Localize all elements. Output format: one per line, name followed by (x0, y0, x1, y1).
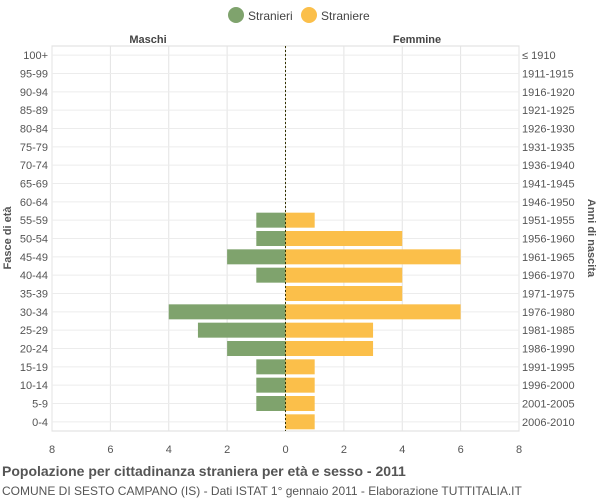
birth-year-label: 1976-1980 (522, 307, 575, 319)
age-group-label: 10-14 (20, 380, 48, 392)
age-group-labels: 100+ 95-99 90-94 85-89 80-84 75-79 70-74 65-69 6… (20, 50, 48, 429)
x-tick-label: 6 (458, 444, 464, 456)
x-tick-label: 2 (224, 444, 230, 456)
x-axis-ticks: 8 6 4 2 0 2 4 6 8 (49, 444, 522, 456)
age-group-label: 30-34 (20, 307, 48, 319)
birth-year-label: 1996-2000 (522, 380, 575, 392)
birth-year-label: 1986-1990 (522, 344, 575, 356)
y-axis-title-left: Fasce di età (2, 206, 14, 270)
x-tick-label: 0 (282, 444, 288, 456)
bar-male-15-19 (256, 359, 286, 375)
bar-male-10-14 (256, 377, 286, 393)
bar-male-30-34 (168, 304, 286, 320)
bar-female-55-59 (285, 212, 315, 228)
legend: Stranieri Straniere (228, 7, 370, 23)
bar-female-45-49 (285, 249, 461, 265)
bar-female-40-44 (285, 267, 403, 283)
age-group-label: 80-84 (20, 124, 48, 136)
birth-year-label: 1971-1975 (522, 289, 575, 301)
females-header: Femmine (393, 34, 441, 46)
bar-male-40-44 (256, 267, 286, 283)
chart-title: Popolazione per cittadinanza straniera p… (2, 463, 406, 479)
birth-year-label: 1966-1970 (522, 270, 575, 282)
y-axis-title-right: Anni di nascita (585, 199, 597, 278)
birth-year-label: 1936-1940 (522, 160, 575, 172)
birth-year-label: 1946-1950 (522, 197, 575, 209)
bar-female-20-24 (285, 341, 374, 356)
males-header: Maschi (129, 34, 166, 46)
birth-year-label: 1991-1995 (522, 362, 575, 374)
x-tick-label: 8 (516, 444, 522, 456)
age-group-label: 25-29 (20, 325, 48, 337)
birth-year-label: 1911-1915 (522, 69, 574, 81)
birth-year-labels: ≤ 1910 1911-1915 1916-1920 1921-1925 1926-19… (522, 50, 575, 429)
age-group-label: 0-4 (32, 417, 48, 429)
birth-year-label: 1921-1925 (522, 105, 575, 117)
bar-female-35-39 (285, 286, 403, 301)
age-group-label: 65-69 (20, 179, 48, 191)
x-tick-label: 8 (49, 444, 55, 456)
age-group-label: 95-99 (20, 69, 48, 81)
chart-subtitle: COMUNE DI SESTO CAMPANO (IS) - Dati ISTA… (2, 484, 522, 498)
age-group-label: 5-9 (32, 399, 48, 411)
birth-year-label: ≤ 1910 (522, 50, 556, 62)
bar-female-50-54 (285, 231, 403, 246)
bar-male-50-54 (256, 231, 286, 246)
legend-label-straniere: Straniere (321, 9, 370, 23)
age-group-label: 75-79 (20, 142, 48, 154)
bar-male-55-59 (256, 212, 286, 228)
birth-year-label: 1916-1920 (522, 87, 575, 99)
bar-male-20-24 (227, 341, 286, 356)
birth-year-label: 1926-1930 (522, 124, 575, 136)
birth-year-label: 1981-1985 (522, 325, 575, 337)
age-group-label: 15-19 (20, 362, 48, 374)
birth-year-label: 1931-1935 (522, 142, 575, 154)
x-tick-label: 4 (399, 444, 405, 456)
bar-male-45-49 (227, 249, 286, 265)
age-group-label: 60-64 (20, 197, 48, 209)
age-group-label: 90-94 (20, 87, 48, 99)
birth-year-label: 1951-1955 (522, 215, 575, 227)
birth-year-label: 1941-1945 (522, 179, 575, 191)
x-tick-label: 4 (166, 444, 172, 456)
x-tick-label: 2 (341, 444, 347, 456)
legend-swatch-straniere (301, 7, 317, 23)
age-group-label: 35-39 (20, 289, 48, 301)
bar-female-30-34 (285, 304, 461, 320)
birth-year-label: 1961-1965 (522, 252, 575, 264)
legend-label-stranieri: Stranieri (248, 9, 293, 23)
birth-year-label: 1956-1960 (522, 234, 575, 246)
bars (168, 212, 461, 430)
age-group-label: 85-89 (20, 105, 48, 117)
age-group-label: 40-44 (20, 270, 48, 282)
bar-female-25-29 (285, 322, 374, 338)
age-group-label: 50-54 (20, 234, 48, 246)
bar-female-15-19 (285, 359, 315, 375)
birth-year-label: 2006-2010 (522, 417, 575, 429)
legend-swatch-stranieri (228, 7, 244, 23)
bar-male-5-9 (256, 396, 286, 411)
bar-male-25-29 (197, 322, 286, 338)
age-group-label: 70-74 (20, 160, 48, 172)
bar-female-5-9 (285, 396, 315, 411)
birth-year-label: 2001-2005 (522, 399, 575, 411)
age-group-label: 20-24 (20, 344, 48, 356)
age-group-label: 100+ (23, 50, 48, 62)
x-tick-label: 6 (107, 444, 113, 456)
bar-female-10-14 (285, 377, 315, 393)
age-group-label: 45-49 (20, 252, 48, 264)
bar-female-0-4 (285, 414, 315, 430)
age-group-label: 55-59 (20, 215, 48, 227)
